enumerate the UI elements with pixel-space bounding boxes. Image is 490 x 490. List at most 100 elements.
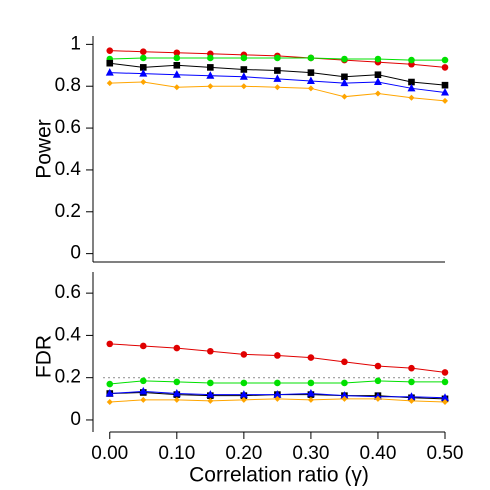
marker (274, 379, 281, 387)
marker (240, 83, 247, 90)
y-tick-label: 0.4 (55, 159, 82, 180)
marker (340, 78, 349, 87)
marker (340, 391, 349, 399)
marker (139, 54, 147, 62)
marker (274, 352, 281, 359)
marker (273, 390, 282, 398)
marker (306, 76, 315, 84)
marker (140, 396, 147, 403)
marker (373, 77, 382, 86)
y-tick-label: 0 (70, 409, 81, 430)
marker (374, 395, 381, 402)
marker (173, 396, 180, 403)
marker (274, 84, 281, 91)
marker (307, 396, 314, 403)
marker (408, 94, 415, 101)
marker (374, 90, 381, 97)
marker (106, 340, 114, 348)
marker (173, 61, 181, 69)
marker (442, 97, 448, 104)
marker (206, 390, 215, 398)
y-tick-label: 0.6 (55, 282, 81, 303)
marker (239, 390, 248, 398)
marker (307, 379, 315, 387)
marker (240, 54, 248, 62)
y-tick-label: 0.2 (55, 201, 81, 222)
marker (408, 56, 415, 64)
marker (341, 55, 348, 63)
marker (408, 364, 415, 372)
marker (441, 64, 449, 71)
marker (139, 386, 148, 395)
marker (441, 369, 449, 376)
marker (408, 378, 415, 386)
y-tick-label: 0.6 (55, 117, 81, 138)
marker (341, 395, 348, 402)
marker (441, 378, 449, 386)
marker (139, 377, 147, 385)
y-tick-label: 0.2 (55, 367, 81, 388)
marker (207, 83, 214, 90)
marker (173, 84, 180, 91)
marker (374, 377, 382, 385)
marker (173, 378, 181, 386)
marker (307, 69, 315, 76)
marker (441, 88, 449, 96)
marker (306, 389, 315, 397)
marker (106, 59, 114, 67)
marker (341, 73, 348, 81)
marker (105, 389, 114, 397)
marker (106, 380, 114, 388)
marker (240, 66, 248, 73)
x-axis-label: Correlation ratio (γ) (189, 464, 369, 487)
marker (173, 344, 181, 352)
marker (307, 354, 315, 361)
marker (140, 79, 147, 86)
marker (307, 54, 315, 62)
marker (240, 379, 248, 387)
marker (207, 379, 214, 387)
x-tick-label: 0.40 (359, 443, 396, 464)
x-tick-label: 0.30 (292, 443, 329, 464)
marker (207, 397, 214, 404)
marker (441, 393, 449, 401)
marker (307, 85, 314, 92)
marker (207, 347, 214, 355)
marker (173, 54, 181, 62)
marker (374, 55, 382, 63)
marker (240, 396, 247, 403)
x-tick-label: 0.50 (427, 443, 464, 464)
marker (105, 68, 114, 76)
marker (374, 362, 382, 370)
marker (341, 93, 348, 100)
marker (239, 72, 248, 80)
marker (106, 398, 113, 405)
y-tick-label: 0.8 (55, 75, 81, 96)
marker (273, 74, 282, 82)
marker (106, 80, 113, 87)
marker (441, 56, 449, 64)
marker (407, 83, 416, 92)
y-axis-label: Power (33, 119, 56, 179)
marker (408, 78, 415, 86)
marker (341, 358, 348, 366)
marker (139, 64, 147, 71)
marker (172, 389, 181, 397)
marker (407, 392, 416, 400)
y-tick-label: 0 (70, 243, 81, 264)
y-tick-label: 1 (70, 33, 81, 54)
marker (374, 71, 382, 79)
marker (172, 70, 181, 78)
marker (274, 54, 281, 62)
marker (139, 48, 147, 55)
marker (442, 398, 448, 405)
marker (274, 67, 281, 74)
marker (173, 49, 181, 57)
marker (106, 47, 114, 54)
marker (274, 395, 281, 402)
marker (207, 54, 214, 62)
marker (408, 397, 415, 404)
marker (139, 342, 147, 350)
y-tick-label: 0.4 (55, 324, 82, 345)
